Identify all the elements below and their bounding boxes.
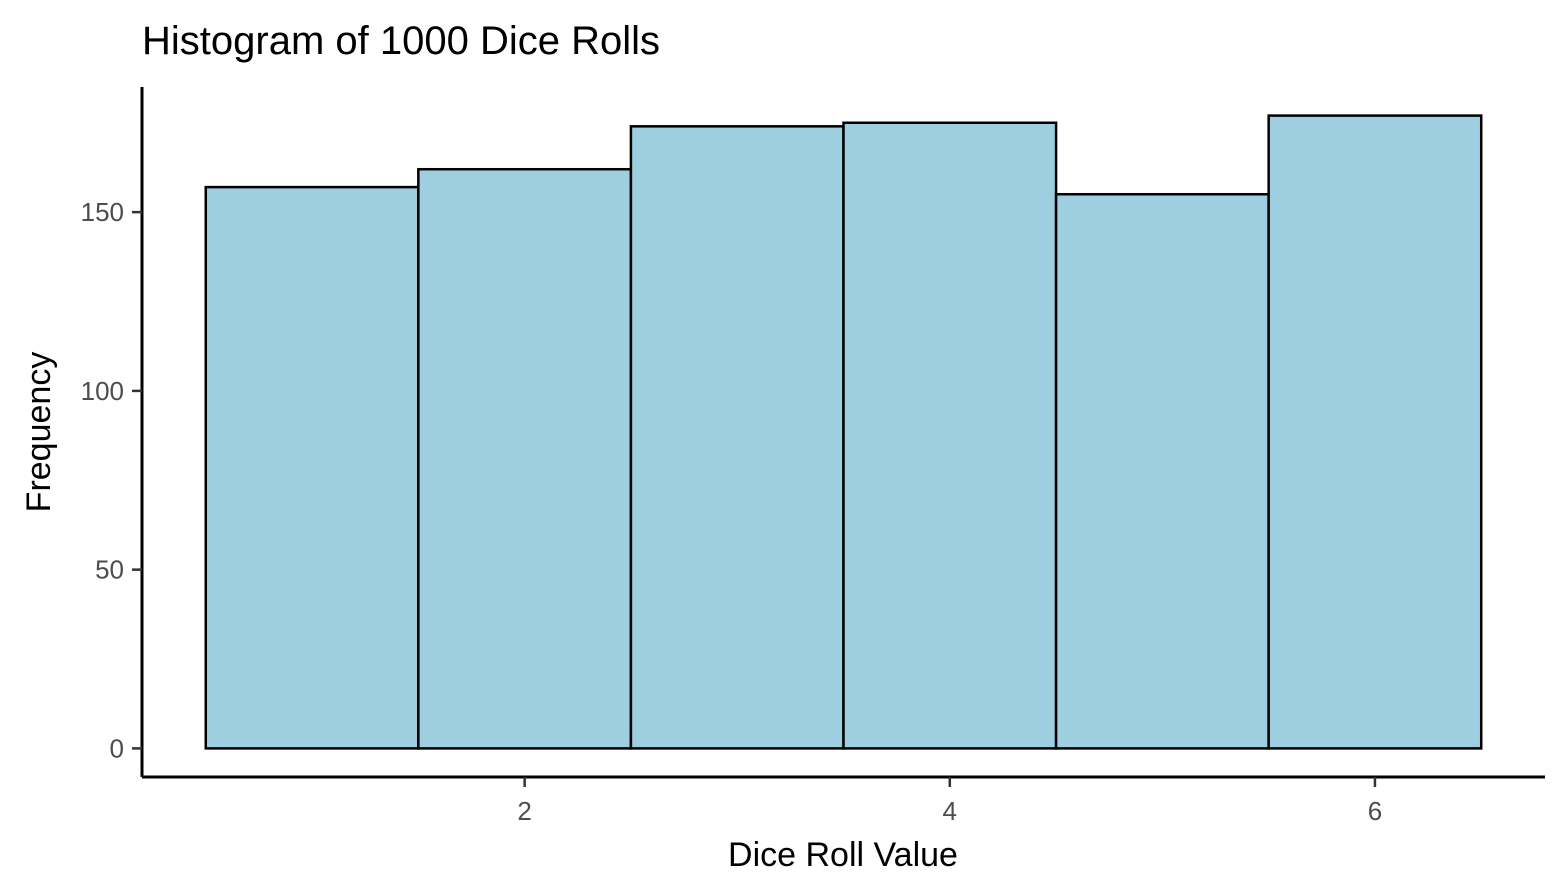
y-tick-label: 0 [110,733,124,763]
histogram-bar-2 [417,167,633,750]
chart-title: Histogram of 1000 Dice Rolls [142,19,660,63]
x-tick-label: 2 [517,796,531,826]
histogram-bar-6 [1267,114,1483,750]
x-axis-title: Dice Roll Value [728,836,958,874]
y-axis-title: Frequency [20,352,58,513]
histogram-bar-3 [629,125,845,750]
y-ticks-group: 0 50 100 150 [81,197,142,763]
y-tick-label: 100 [81,376,124,406]
x-tick-label: 6 [1368,796,1382,826]
x-ticks-group: 2 4 6 [517,777,1382,826]
histogram-bar-5 [1054,193,1270,750]
histogram-bar-1 [204,185,420,750]
bars-group [204,114,1483,750]
y-tick-label: 150 [81,197,124,227]
x-tick-label: 4 [943,796,957,826]
histogram-bar-4 [842,121,1058,750]
y-tick-label: 50 [95,555,124,585]
